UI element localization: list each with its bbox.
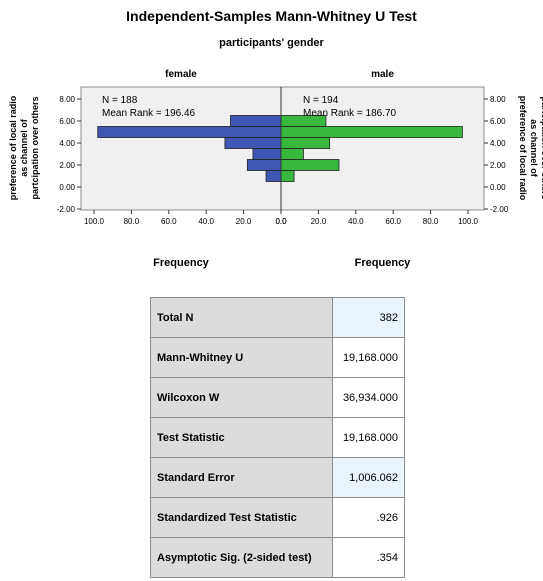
male-n-label: N = 194	[303, 95, 339, 106]
male-bar-3	[280, 148, 304, 160]
stats-value: 382	[332, 297, 405, 338]
male-bar-2	[280, 159, 340, 171]
female-bar-2	[246, 159, 282, 171]
x-axis-label-male: Frequency	[355, 257, 412, 269]
y-axis-label-left-line-1: preference of local radio	[8, 95, 18, 200]
panel-header-female: female	[165, 69, 197, 80]
stats-label: Asymptotic Sig. (2-sided test)	[150, 537, 333, 578]
stats-row: Total N 382	[150, 297, 405, 338]
female-bar-6	[230, 115, 282, 127]
y-axis-label-right-line-3: partcipation over others	[540, 96, 543, 199]
female-bar-4	[224, 137, 282, 149]
male-bar-4	[280, 137, 331, 149]
y-tick-label-left-3: 4.00	[59, 139, 75, 148]
chart-title: Independent-Samples Mann-Whitney U Test	[126, 8, 417, 24]
stats-label: Test Statistic	[150, 417, 333, 458]
female-n-label: N = 188	[102, 95, 138, 106]
panel-header-male: male	[371, 69, 394, 80]
stats-label: Wilcoxon W	[150, 377, 333, 418]
female-bar-1	[265, 170, 282, 182]
x-tick-label-right-5: 100.0	[458, 217, 479, 226]
x-tick-label-left-4: 20.0	[236, 217, 252, 226]
x-tick-label-right-2: 40.0	[348, 217, 364, 226]
chart-subtitle: participants' gender	[219, 37, 324, 49]
female-bar-5	[97, 126, 282, 138]
x-tick-label-left-0: 100.0	[84, 217, 105, 226]
x-tick-label-right-4: 80.0	[423, 217, 439, 226]
stats-value: 36,934.000	[332, 377, 405, 418]
x-tick-label-right-0: 0.0	[275, 217, 287, 226]
y-tick-label-right-1: 0.00	[490, 183, 506, 192]
stats-value: 19,168.000	[332, 417, 405, 458]
stats-label: Standard Error	[150, 457, 333, 498]
male-bar-1	[280, 170, 295, 182]
y-tick-label-left-1: 0.00	[59, 183, 75, 192]
y-tick-label-right-2: 2.00	[490, 161, 506, 170]
y-tick-label-right-4: 6.00	[490, 117, 506, 126]
stats-label: Standardized Test Statistic	[150, 497, 333, 538]
y-axis-label-left-line-2: as channel of	[19, 118, 29, 177]
y-tick-label-left-5: 8.00	[59, 95, 75, 104]
stats-value: .926	[332, 497, 405, 538]
test-summary-table: Total N 382 Mann-Whitney U 19,168.000 Wilcox…	[150, 297, 405, 578]
stats-row: Wilcoxon W 36,934.000	[150, 377, 405, 418]
y-tick-label-left-2: 2.00	[59, 161, 75, 170]
x-tick-label-right-3: 60.0	[385, 217, 401, 226]
stats-row: Standardized Test Statistic .926	[150, 497, 405, 538]
male-bar-5	[280, 126, 463, 138]
x-axis-label-female: Frequency	[153, 257, 210, 269]
male-mean-rank-label: Mean Rank = 186.70	[303, 108, 397, 119]
x-tick-label-left-3: 40.0	[198, 217, 214, 226]
stats-label: Mann-Whitney U	[150, 337, 333, 378]
y-axis-label-left-line-3: partcipation over others	[30, 96, 40, 199]
stats-row: Mann-Whitney U 19,168.000	[150, 337, 405, 378]
x-tick-label-left-1: 80.0	[124, 217, 140, 226]
x-tick-label-left-5: 0.0	[275, 217, 287, 226]
y-tick-label-right-5: 8.00	[490, 95, 506, 104]
x-tick-label-right-1: 20.0	[311, 217, 327, 226]
y-tick-label-left-0: -2.00	[57, 205, 76, 214]
stats-value: .354	[332, 537, 405, 578]
stats-value: 1,006.062	[332, 457, 405, 498]
female-bar-3	[252, 148, 282, 160]
stats-value: 19,168.000	[332, 337, 405, 378]
x-tick-label-left-2: 60.0	[161, 217, 177, 226]
stats-row: Standard Error 1,006.062	[150, 457, 405, 498]
y-axis-label-right-line-2: as channel of	[529, 119, 539, 178]
stats-row: Test Statistic 19,168.000	[150, 417, 405, 458]
mann-whitney-pyramid-chart: female N = 188 Mean Rank = 196.46 male N = 1…	[8, 69, 543, 269]
stats-label: Total N	[150, 297, 333, 338]
y-tick-label-right-3: 4.00	[490, 139, 506, 148]
y-axis-label-right-line-1: preference of local radio	[518, 96, 528, 201]
y-tick-label-right-0: -2.00	[490, 205, 509, 214]
female-mean-rank-label: Mean Rank = 196.46	[102, 108, 196, 119]
stats-row: Asymptotic Sig. (2-sided test) .354	[150, 537, 405, 578]
y-tick-label-left-4: 6.00	[59, 117, 75, 126]
